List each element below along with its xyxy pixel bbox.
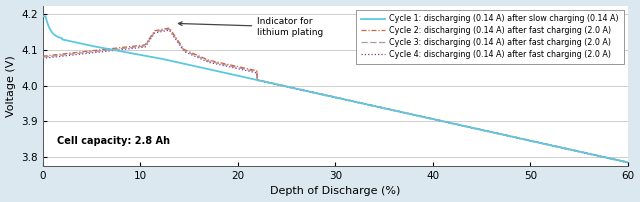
X-axis label: Depth of Discharge (%): Depth of Discharge (%) xyxy=(270,186,401,196)
Cycle 3: discharging (0.14 A) after fast charging (2.0 A): (60, 3.79): discharging (0.14 A) after fast charging… xyxy=(624,161,632,164)
Y-axis label: Voltage (V): Voltage (V) xyxy=(6,55,15,117)
Line: Cycle 4: discharging (0.14 A) after fast charging (2.0 A): Cycle 4: discharging (0.14 A) after fast… xyxy=(43,30,628,163)
Cycle 1: discharging (0.14 A) after slow charging (0.14 A): (58.2, 3.8): discharging (0.14 A) after slow charging… xyxy=(607,157,614,160)
Cycle 4: discharging (0.14 A) after fast charging (2.0 A): (27.6, 3.98): discharging (0.14 A) after fast charging… xyxy=(308,91,316,94)
Cycle 1: discharging (0.14 A) after slow charging (0.14 A): (0, 4.2): discharging (0.14 A) after slow charging… xyxy=(39,15,47,17)
Cycle 2: discharging (0.14 A) after fast charging (2.0 A): (58.3, 3.8): discharging (0.14 A) after fast charging… xyxy=(607,157,615,160)
Cycle 3: discharging (0.14 A) after fast charging (2.0 A): (58.3, 3.8): discharging (0.14 A) after fast charging… xyxy=(607,158,615,160)
Cycle 3: discharging (0.14 A) after fast charging (2.0 A): (3.06, 4.09): discharging (0.14 A) after fast charging… xyxy=(68,53,76,55)
Cycle 2: discharging (0.14 A) after fast charging (2.0 A): (60, 3.79): discharging (0.14 A) after fast charging… xyxy=(624,161,632,163)
Cycle 1: discharging (0.14 A) after slow charging (0.14 A): (60, 3.79): discharging (0.14 A) after slow charging… xyxy=(624,161,632,164)
Cycle 4: discharging (0.14 A) after fast charging (2.0 A): (47.3, 3.86): discharging (0.14 A) after fast charging… xyxy=(500,134,508,136)
Cycle 4: discharging (0.14 A) after fast charging (2.0 A): (3.06, 4.09): discharging (0.14 A) after fast charging… xyxy=(68,54,76,56)
Line: Cycle 3: discharging (0.14 A) after fast charging (2.0 A): Cycle 3: discharging (0.14 A) after fast… xyxy=(43,29,628,162)
Cycle 1: discharging (0.14 A) after slow charging (0.14 A): (27.6, 3.98): discharging (0.14 A) after slow charging… xyxy=(308,91,316,93)
Cycle 2: discharging (0.14 A) after fast charging (2.0 A): (27.6, 3.98): discharging (0.14 A) after fast charging… xyxy=(308,91,316,93)
Cycle 2: discharging (0.14 A) after fast charging (2.0 A): (47.3, 3.86): discharging (0.14 A) after fast charging… xyxy=(500,133,508,136)
Cycle 3: discharging (0.14 A) after fast charging (2.0 A): (58.3, 3.8): discharging (0.14 A) after fast charging… xyxy=(607,157,615,160)
Cycle 1: discharging (0.14 A) after slow charging (0.14 A): (47.2, 3.86): discharging (0.14 A) after slow charging… xyxy=(500,134,508,136)
Text: Indicator for
lithium plating: Indicator for lithium plating xyxy=(179,17,323,37)
Cycle 3: discharging (0.14 A) after fast charging (2.0 A): (13, 4.16): discharging (0.14 A) after fast charging… xyxy=(166,28,173,30)
Cycle 3: discharging (0.14 A) after fast charging (2.0 A): (0, 4.08): discharging (0.14 A) after fast charging… xyxy=(39,56,47,58)
Cycle 2: discharging (0.14 A) after fast charging (2.0 A): (0, 4.08): discharging (0.14 A) after fast charging… xyxy=(39,55,47,57)
Cycle 4: discharging (0.14 A) after fast charging (2.0 A): (29.2, 3.97): discharging (0.14 A) after fast charging… xyxy=(324,95,332,97)
Cycle 1: discharging (0.14 A) after slow charging (0.14 A): (58.3, 3.8): discharging (0.14 A) after slow charging… xyxy=(607,157,615,160)
Cycle 1: discharging (0.14 A) after slow charging (0.14 A): (29.2, 3.97): discharging (0.14 A) after slow charging… xyxy=(323,94,331,97)
Cycle 2: discharging (0.14 A) after fast charging (2.0 A): (3.06, 4.09): discharging (0.14 A) after fast charging… xyxy=(68,52,76,54)
Cycle 3: discharging (0.14 A) after fast charging (2.0 A): (29.2, 3.97): discharging (0.14 A) after fast charging… xyxy=(324,94,332,97)
Cycle 4: discharging (0.14 A) after fast charging (2.0 A): (58.3, 3.79): discharging (0.14 A) after fast charging… xyxy=(607,158,615,160)
Text: Cell capacity: 2.8 Ah: Cell capacity: 2.8 Ah xyxy=(57,136,170,146)
Cycle 3: discharging (0.14 A) after fast charging (2.0 A): (27.6, 3.98): discharging (0.14 A) after fast charging… xyxy=(308,91,316,93)
Cycle 2: discharging (0.14 A) after fast charging (2.0 A): (58.3, 3.8): discharging (0.14 A) after fast charging… xyxy=(607,157,615,160)
Cycle 4: discharging (0.14 A) after fast charging (2.0 A): (60, 3.78): discharging (0.14 A) after fast charging… xyxy=(624,162,632,164)
Cycle 2: discharging (0.14 A) after fast charging (2.0 A): (13, 4.16): discharging (0.14 A) after fast charging… xyxy=(166,27,173,29)
Cycle 4: discharging (0.14 A) after fast charging (2.0 A): (58.3, 3.79): discharging (0.14 A) after fast charging… xyxy=(607,158,615,160)
Cycle 1: discharging (0.14 A) after slow charging (0.14 A): (3.06, 4.12): discharging (0.14 A) after slow charging… xyxy=(68,40,76,43)
Cycle 2: discharging (0.14 A) after fast charging (2.0 A): (29.2, 3.97): discharging (0.14 A) after fast charging… xyxy=(324,94,332,97)
Legend: Cycle 1: discharging (0.14 A) after slow charging (0.14 A), Cycle 2: discharging: Cycle 1: discharging (0.14 A) after slow… xyxy=(356,9,624,64)
Cycle 3: discharging (0.14 A) after fast charging (2.0 A): (47.3, 3.86): discharging (0.14 A) after fast charging… xyxy=(500,134,508,136)
Line: Cycle 1: discharging (0.14 A) after slow charging (0.14 A): Cycle 1: discharging (0.14 A) after slow… xyxy=(43,16,628,162)
Cycle 4: discharging (0.14 A) after fast charging (2.0 A): (0, 4.08): discharging (0.14 A) after fast charging… xyxy=(39,57,47,60)
Cycle 4: discharging (0.14 A) after fast charging (2.0 A): (13, 4.16): discharging (0.14 A) after fast charging… xyxy=(166,29,173,31)
Line: Cycle 2: discharging (0.14 A) after fast charging (2.0 A): Cycle 2: discharging (0.14 A) after fast… xyxy=(43,28,628,162)
